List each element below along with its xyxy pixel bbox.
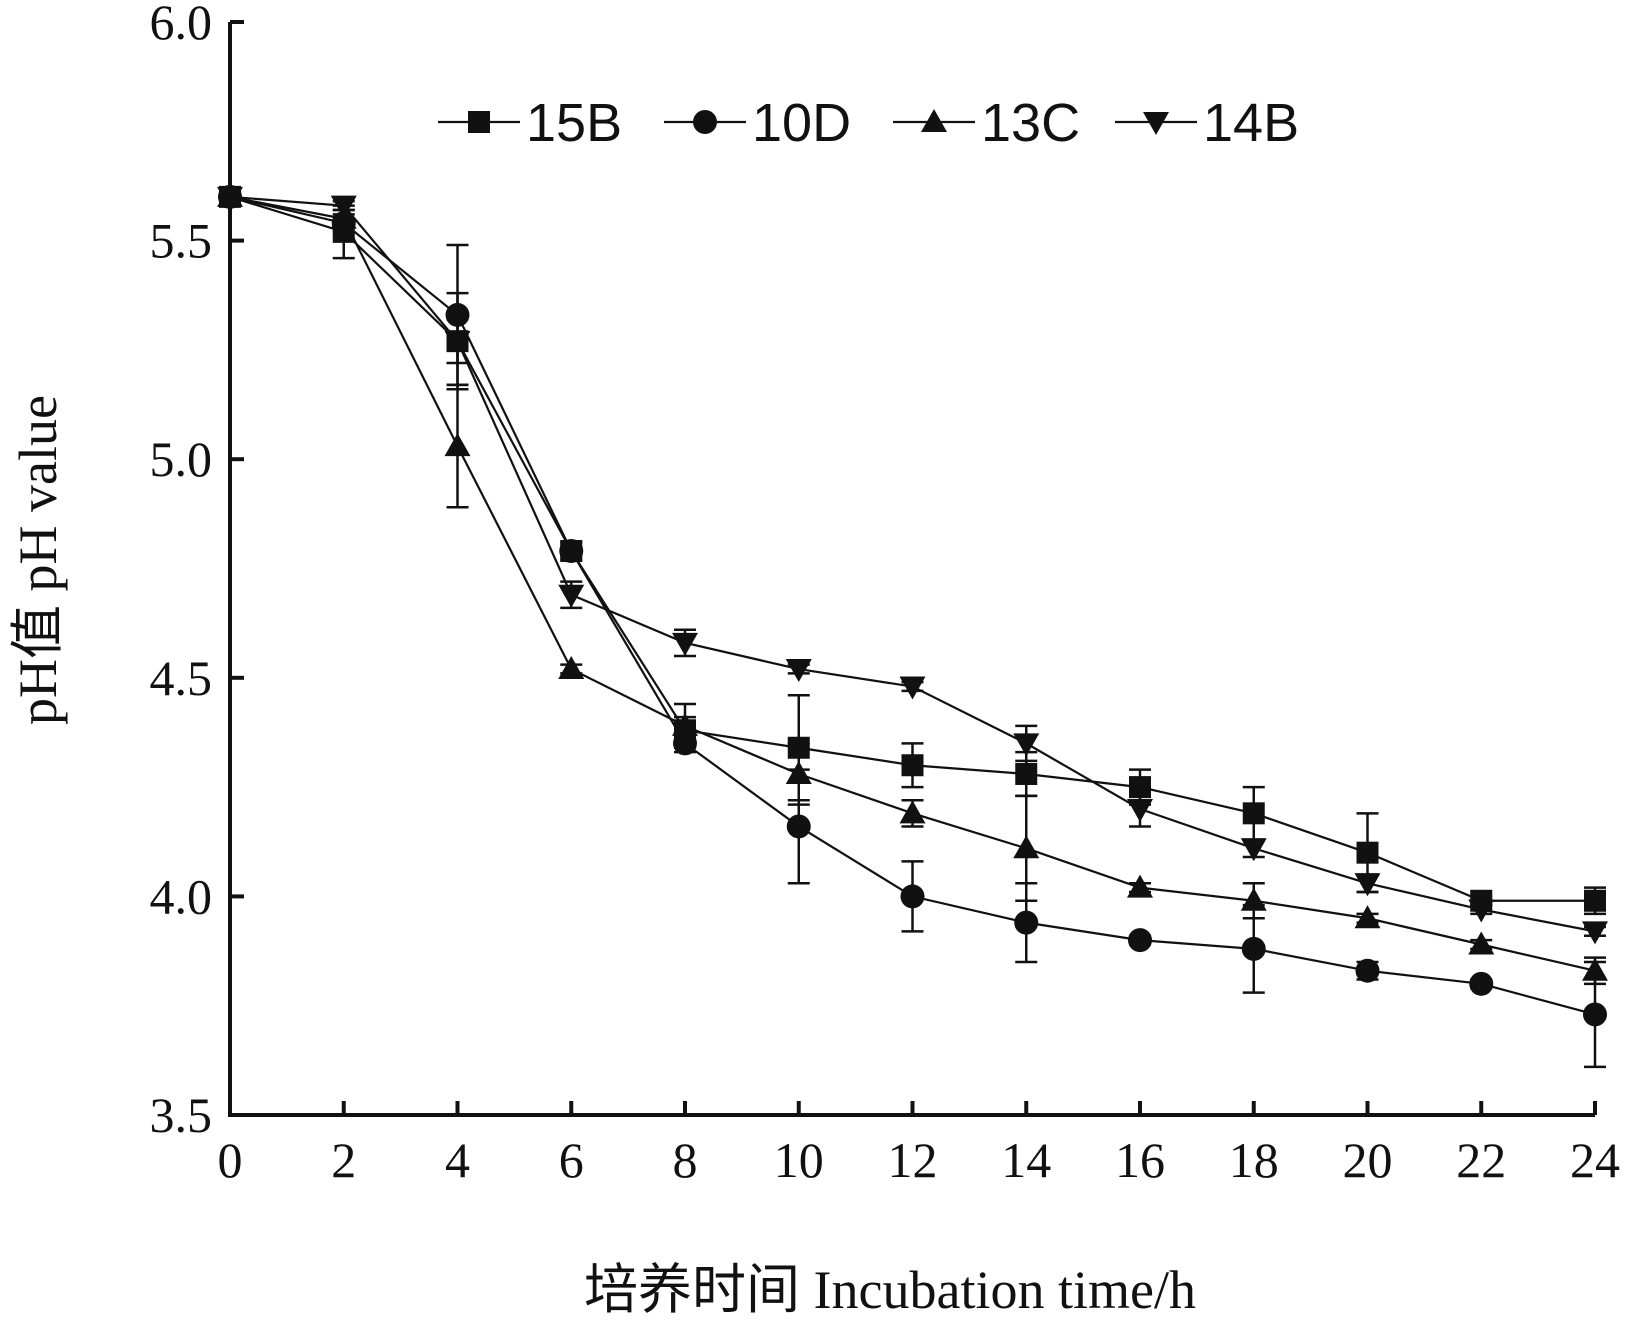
y-tick-label: 4.0 xyxy=(150,868,213,924)
data-point-15B xyxy=(1584,889,1606,912)
chart-ticks: 3.54.04.55.05.56.00 2 4 6 8 10 12 14 16 18 20 22 24 xyxy=(150,0,1621,1188)
data-point-10D xyxy=(786,814,811,839)
y-tick-label: 5.0 xyxy=(150,431,213,487)
y-tick-label: 4.5 xyxy=(150,650,213,706)
axis-lines xyxy=(228,22,1595,1117)
x-tick-label: 10 xyxy=(774,1132,824,1188)
legend-label: 10D xyxy=(752,93,851,153)
x-tick-label: 2 xyxy=(331,1132,356,1188)
data-point-10D xyxy=(1469,971,1494,996)
data-point-10D xyxy=(1128,928,1152,953)
data-point-15B xyxy=(1242,802,1265,825)
legend-label: 14B xyxy=(1203,93,1299,153)
legend-item-14B: 14B xyxy=(1115,93,1299,153)
chart-series xyxy=(217,183,1608,1069)
legend-marker xyxy=(921,109,947,132)
data-point-14B xyxy=(1127,798,1153,822)
legend-label: 15B xyxy=(526,93,622,153)
series-line-15B xyxy=(229,195,1595,902)
x-tick-label: 20 xyxy=(1343,1132,1393,1188)
x-tick-label: 24 xyxy=(1570,1132,1620,1188)
legend-marker xyxy=(1143,112,1169,135)
data-point-10D xyxy=(900,884,925,909)
y-tick-label: 6.0 xyxy=(150,0,213,50)
data-point-14B xyxy=(1582,921,1608,945)
x-tick-label: 4 xyxy=(445,1132,470,1188)
x-tick-label: 6 xyxy=(559,1132,584,1188)
legend-label: 13C xyxy=(981,93,1080,153)
data-point-10D xyxy=(1014,910,1039,935)
x-tick-label: 12 xyxy=(888,1132,938,1188)
x-tick-label: 18 xyxy=(1229,1132,1279,1188)
legend-item-13C: 13C xyxy=(893,93,1080,153)
x-tick-label: 22 xyxy=(1456,1132,1506,1188)
data-point-13C xyxy=(1013,835,1040,859)
data-point-14B xyxy=(1468,899,1495,923)
legend-marker xyxy=(468,111,490,133)
data-point-14B xyxy=(1240,838,1267,862)
data-point-13C xyxy=(1582,957,1608,981)
data-point-14B xyxy=(672,632,698,656)
data-point-14B xyxy=(785,659,812,683)
data-point-14B xyxy=(558,584,585,608)
data-point-13C xyxy=(444,433,471,457)
series-13C xyxy=(217,183,1608,986)
legend-item-15B: 15B xyxy=(438,93,622,153)
x-tick-label: 8 xyxy=(673,1132,698,1188)
data-point-13C xyxy=(1127,874,1153,898)
data-point-13C xyxy=(1240,887,1267,911)
data-point-14B xyxy=(1013,733,1040,757)
x-axis-label: 培养时间 Incubation time/h xyxy=(584,1260,1196,1320)
data-point-13C xyxy=(785,760,812,784)
series-14B xyxy=(217,186,1608,945)
data-point-13C xyxy=(1468,931,1495,955)
data-point-14B xyxy=(444,331,471,355)
y-tick-label: 5.5 xyxy=(150,213,213,269)
data-point-13C xyxy=(1354,905,1381,929)
x-tick-label: 16 xyxy=(1115,1132,1165,1188)
data-point-10D xyxy=(1355,958,1380,983)
data-point-14B xyxy=(330,195,357,219)
data-point-10D xyxy=(1241,936,1266,961)
legend-marker xyxy=(693,110,717,134)
chart-axes xyxy=(228,22,1595,1117)
data-point-13C xyxy=(558,656,585,680)
data-point-10D xyxy=(445,302,470,327)
series-10D xyxy=(218,184,1607,1069)
data-point-15B xyxy=(1015,762,1038,785)
data-point-14B xyxy=(217,186,243,210)
y-tick-label: 3.5 xyxy=(150,1087,213,1143)
data-point-14B xyxy=(1354,873,1381,897)
x-tick-label: 0 xyxy=(218,1132,243,1188)
data-point-10D xyxy=(559,539,584,564)
legend-item-10D: 10D xyxy=(664,93,851,153)
data-point-10D xyxy=(1583,1002,1607,1027)
data-point-15B xyxy=(901,754,924,777)
data-point-13C xyxy=(899,800,926,824)
data-point-14B xyxy=(899,676,926,700)
chart-legend: 15B 10D 13C 14B xyxy=(438,93,1299,153)
y-axis-label: pH值 pH value xyxy=(8,395,68,725)
x-tick-label: 14 xyxy=(1001,1132,1051,1188)
data-point-15B xyxy=(1356,841,1379,864)
data-point-13C xyxy=(672,712,698,736)
